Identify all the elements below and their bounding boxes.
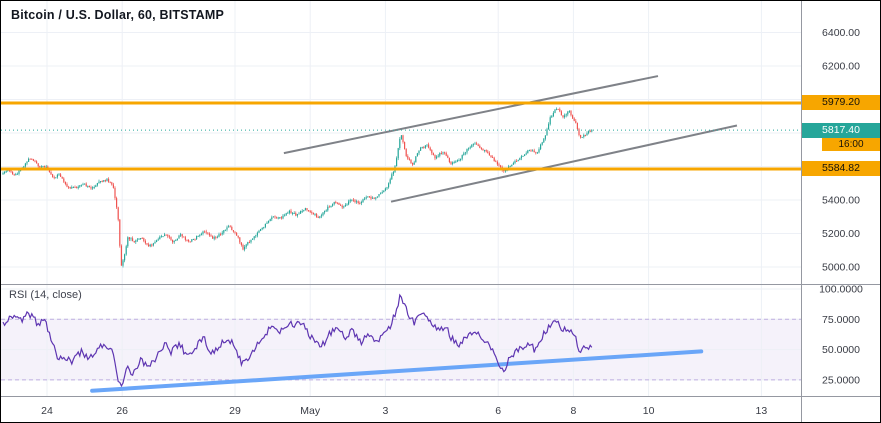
rsi-axis[interactable]: 100.0000 75.0000 50.0000 25.0000 <box>819 284 863 387</box>
horizontal-price-levels[interactable] <box>1 101 801 171</box>
trend-channel[interactable] <box>283 75 738 203</box>
price-level-label-upper[interactable]: 5979.20 <box>802 95 880 110</box>
grid-lines <box>1 1 801 396</box>
symbol-title[interactable]: Bitcoin / U.S. Dollar, 60, BITSTAMP <box>11 8 225 22</box>
rsi-tick-label: 50.0000 <box>822 344 860 356</box>
time-tick-label: 3 <box>382 405 388 417</box>
time-tick-label: 10 <box>643 405 655 417</box>
rsi-tick-label: 100.0000 <box>819 284 863 296</box>
bar-countdown-label: 16:00 <box>822 138 880 151</box>
channel-lower-line[interactable] <box>390 124 738 203</box>
price-tick-label: 5200.00 <box>822 228 860 240</box>
time-tick-label: 29 <box>229 405 241 417</box>
time-tick-label: 8 <box>570 405 576 417</box>
channel-upper-line[interactable] <box>283 75 659 155</box>
time-tick-label: 13 <box>756 405 768 417</box>
rsi-trendline[interactable] <box>90 349 704 393</box>
last-price-label: 5817.40 <box>802 123 880 138</box>
time-tick-label: 24 <box>41 405 53 417</box>
time-tick-label: 6 <box>495 405 501 417</box>
rsi-tick-label: 25.0000 <box>822 374 860 386</box>
price-tick-label: 5400.00 <box>822 195 860 207</box>
rsi-indicator-label[interactable]: RSI (14, close) <box>9 289 82 301</box>
price-tick-label: 5000.00 <box>822 262 860 274</box>
price-tick-label: 6400.00 <box>822 27 860 39</box>
time-tick-label: May <box>300 405 321 417</box>
price-tick-label: 6200.00 <box>822 61 860 73</box>
time-tick-label: 26 <box>116 405 128 417</box>
price-level-label-lower[interactable]: 5584.82 <box>802 161 880 176</box>
rsi-line <box>2 293 593 388</box>
rsi-tick-label: 75.0000 <box>822 314 860 326</box>
candles-series <box>2 107 593 268</box>
time-axis[interactable]: 24 26 29 May 3 6 8 10 13 <box>41 405 767 417</box>
